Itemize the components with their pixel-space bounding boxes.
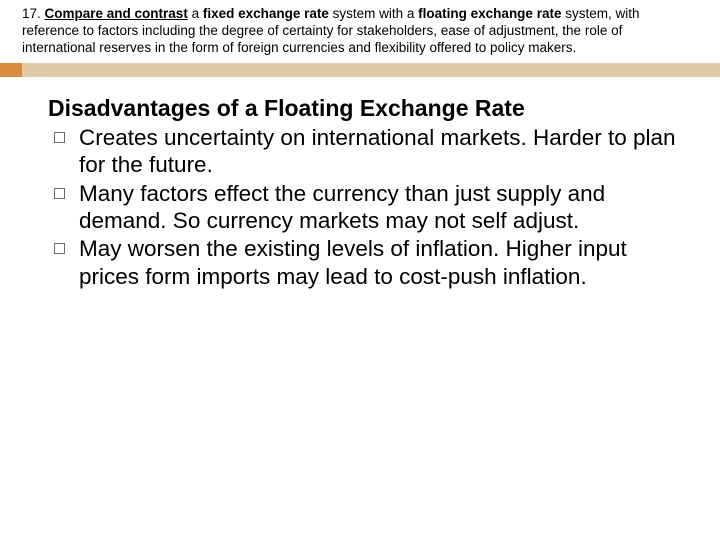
header-bold-2: fixed exchange rate xyxy=(203,6,329,21)
bullet-text: Many factors effect the currency than ju… xyxy=(79,180,680,235)
accent-bar-orange xyxy=(0,63,22,77)
header-mid-2: system with a xyxy=(329,6,418,21)
slide: 17. Compare and contrast a fixed exchang… xyxy=(0,0,720,540)
bullet-text: May worsen the existing levels of inflat… xyxy=(79,235,680,290)
square-bullet-icon xyxy=(54,132,65,143)
list-item: May worsen the existing levels of inflat… xyxy=(48,235,680,290)
header-bold-3: floating exchange rate xyxy=(418,6,561,21)
accent-bar-tan xyxy=(22,63,720,77)
square-bullet-icon xyxy=(54,243,65,254)
slide-header: 17. Compare and contrast a fixed exchang… xyxy=(0,0,720,61)
header-number: 17. xyxy=(22,6,45,21)
list-item: Creates uncertainty on international mar… xyxy=(48,124,680,179)
bullet-text: Creates uncertainty on international mar… xyxy=(79,124,680,179)
square-bullet-icon xyxy=(54,188,65,199)
accent-bar xyxy=(0,63,720,77)
content-title: Disadvantages of a Floating Exchange Rat… xyxy=(48,95,680,122)
header-bold-1: Compare and contrast xyxy=(45,6,188,21)
content-area: Disadvantages of a Floating Exchange Rat… xyxy=(0,77,720,291)
header-mid-1: a xyxy=(188,6,203,21)
list-item: Many factors effect the currency than ju… xyxy=(48,180,680,235)
